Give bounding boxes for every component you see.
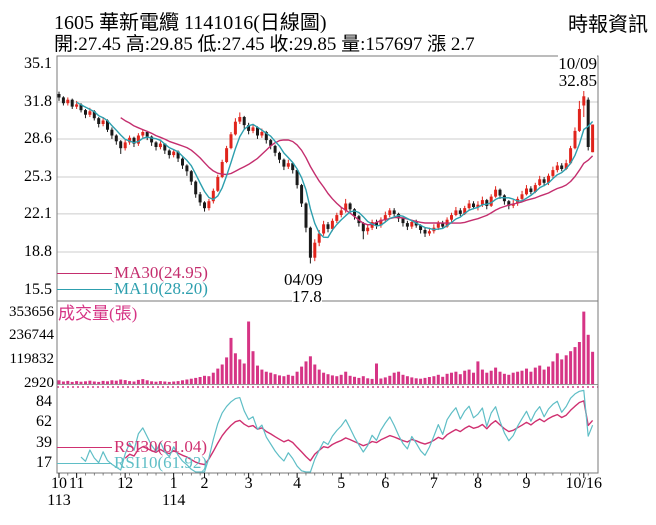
page-title: 1605 華新電纜 1141016(日線圖): [54, 12, 327, 34]
ma30-line-swatch: [57, 272, 112, 274]
volume-panel-label: 成交量(張): [58, 304, 138, 323]
rsi30-legend: RSI30(61.04): [57, 437, 208, 456]
year-tick-label: 113: [47, 492, 71, 509]
price-axis-tick: 28.6: [24, 129, 52, 147]
month-tick-label: 8: [473, 475, 482, 492]
rsi30-legend-label: RSI30(61.04): [114, 437, 208, 456]
rsi-axis-tick: 17: [36, 454, 52, 472]
month-tick-label: 1: [169, 475, 178, 492]
volume-axis-tick: 2920: [24, 375, 54, 392]
rsi-axis-tick: 62: [36, 412, 52, 430]
month-tick-label: 10/16: [565, 475, 602, 492]
rsi10-legend: RSI10(61.92): [57, 453, 208, 472]
ma10-legend: MA10(28.20): [57, 279, 208, 298]
rsi-axis-tick: 84: [36, 392, 52, 410]
rsi10-line-swatch: [57, 462, 112, 464]
ma30-legend-label: MA30(24.95): [114, 263, 208, 282]
month-tick-label: 11: [68, 475, 85, 492]
low-date-annotation: 04/09: [284, 270, 323, 290]
high-price-annotation: 32.85: [558, 71, 597, 91]
rsi-axis-tick: 39: [36, 434, 52, 452]
year-tick-label: 114: [161, 492, 186, 509]
high-date-annotation: 10/09: [558, 54, 597, 74]
low-price-annotation: 17.8: [292, 287, 322, 307]
month-tick-label: 2: [200, 475, 209, 492]
price-axis-tick: 31.8: [24, 93, 52, 111]
price-axis-tick: 25.3: [24, 167, 52, 185]
rsi10-legend-label: RSI10(61.92): [114, 453, 208, 472]
data-source-label: 時報資訊: [568, 14, 648, 36]
month-tick-label: 5: [337, 475, 346, 492]
month-tick-label: 3: [244, 475, 253, 492]
month-tick-label: 4: [293, 475, 302, 492]
month-tick-label: 12: [117, 475, 134, 492]
ma10-line-swatch: [57, 288, 112, 290]
ohlc-quote-line: 開:27.45 高:29.85 低:27.45 收:29.85 量:157697…: [54, 34, 475, 55]
rsi30-line-swatch: [57, 446, 112, 448]
month-tick-label: 7: [429, 475, 438, 492]
price-axis-tick: 22.1: [24, 204, 52, 222]
price-axis-tick: 18.8: [24, 242, 52, 260]
month-tick-label: 6: [381, 475, 390, 492]
ma30-legend: MA30(24.95): [57, 263, 208, 282]
volume-axis-tick: 353656: [9, 303, 54, 320]
price-axis-tick: 15.5: [24, 280, 52, 298]
ma10-legend-label: MA10(28.20): [114, 279, 208, 298]
volume-axis-tick: 119832: [9, 351, 54, 368]
month-tick-label: 10: [51, 475, 67, 492]
price-axis-tick: 35.1: [24, 55, 52, 72]
volume-axis-tick: 236744: [9, 327, 54, 344]
month-tick-label: 9: [522, 475, 531, 492]
